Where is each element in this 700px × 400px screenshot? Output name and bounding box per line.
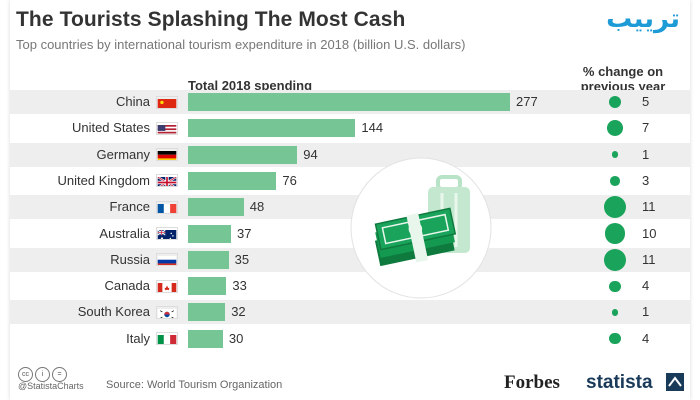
statista-mark-icon <box>666 373 684 391</box>
bar[interactable] <box>188 329 223 348</box>
germany-flag-icon <box>156 148 178 162</box>
bar[interactable] <box>188 277 227 296</box>
italy-flag-icon <box>156 332 178 346</box>
chart-title: The Tourists Splashing The Most Cash <box>16 8 406 31</box>
bar[interactable] <box>188 224 231 243</box>
france-flag-icon <box>156 200 178 214</box>
bar[interactable] <box>188 250 229 269</box>
statista-handle[interactable]: @StatistaCharts <box>18 381 84 391</box>
column-header-pct-line1: % change on <box>582 64 664 79</box>
bar-value-label: 76 <box>282 172 297 188</box>
bar-value-label: 144 <box>361 120 384 136</box>
bar-value-label: 37 <box>237 225 252 241</box>
russia-flag-icon <box>156 253 178 267</box>
license-icons: cc i = <box>18 363 69 382</box>
category-label: United Kingdom <box>57 172 151 188</box>
bar[interactable] <box>188 198 244 217</box>
category-label: France <box>109 199 150 215</box>
equal-icon: = <box>52 367 67 382</box>
cc-icon: cc <box>18 367 33 382</box>
pct-change-dot[interactable] <box>603 196 627 219</box>
bar[interactable] <box>188 171 277 190</box>
pct-change-dot[interactable] <box>611 151 619 158</box>
bar-value-label: 35 <box>234 251 250 267</box>
pct-change-label: 5 <box>642 94 650 109</box>
pct-change-dot[interactable] <box>609 333 621 345</box>
category-label: China <box>116 94 150 109</box>
usa-flag-icon <box>156 121 178 135</box>
pct-change-label: 4 <box>642 278 650 294</box>
pct-change-label: 1 <box>642 304 650 320</box>
pct-change-dot[interactable] <box>607 120 623 137</box>
source-note: Source: World Tourism Organization <box>106 379 283 391</box>
row-background <box>10 300 690 325</box>
category-label: Canada <box>104 278 150 294</box>
bar-value-label: 33 <box>232 278 247 294</box>
bar-value-label: 48 <box>249 199 265 215</box>
site-logo[interactable]: ترييب <box>606 4 680 34</box>
pct-change-label: 11 <box>642 199 656 215</box>
bar-value-label: 94 <box>303 146 318 162</box>
statista-logo[interactable]: statista <box>586 372 653 393</box>
category-label: South Korea <box>77 304 150 320</box>
canada-flag-icon <box>156 279 178 293</box>
pct-change-label: 3 <box>642 172 650 188</box>
money-suitcase-icon <box>350 157 492 299</box>
pct-change-dot[interactable] <box>610 176 620 186</box>
bar-value-label: 30 <box>228 330 244 346</box>
pct-change-dot[interactable] <box>603 248 627 271</box>
category-label: Australia <box>99 225 150 241</box>
australia-flag-icon <box>156 227 178 240</box>
forbes-logo[interactable]: Forbes <box>504 372 560 393</box>
pct-change-dot[interactable] <box>609 280 621 292</box>
uk-flag-icon <box>156 174 178 188</box>
attribution-icon: i <box>35 367 50 382</box>
bar[interactable] <box>188 303 226 322</box>
bar[interactable] <box>188 145 298 164</box>
category-label: Germany <box>96 146 150 162</box>
pct-change-label: 11 <box>642 251 656 267</box>
row-background <box>10 195 690 220</box>
category-label: United States <box>71 120 150 136</box>
row-background <box>10 142 690 167</box>
pct-change-dot[interactable] <box>604 223 626 244</box>
bar-value-label: 277 <box>516 94 538 109</box>
pct-change-dot[interactable] <box>608 95 622 109</box>
row-background <box>10 247 690 272</box>
china-flag-icon <box>156 95 178 109</box>
south-korea-flag-icon <box>156 305 178 319</box>
chart-card: The Tourists Splashing The Most Cash Top… <box>10 0 690 400</box>
pct-change-label: 4 <box>642 330 650 346</box>
pct-change-label: 7 <box>642 120 650 136</box>
pct-change-dot[interactable] <box>611 309 619 316</box>
category-label: Russia <box>110 251 150 267</box>
bar[interactable] <box>188 93 510 111</box>
pct-change-label: 1 <box>642 146 650 162</box>
bar[interactable] <box>188 119 356 138</box>
category-label: Italy <box>126 330 150 346</box>
column-header-total: Total 2018 spending <box>188 78 313 93</box>
bar-value-label: 32 <box>231 304 246 320</box>
pct-change-label: 10 <box>642 225 657 241</box>
chart-subtitle: Top countries by international tourism e… <box>16 37 466 52</box>
